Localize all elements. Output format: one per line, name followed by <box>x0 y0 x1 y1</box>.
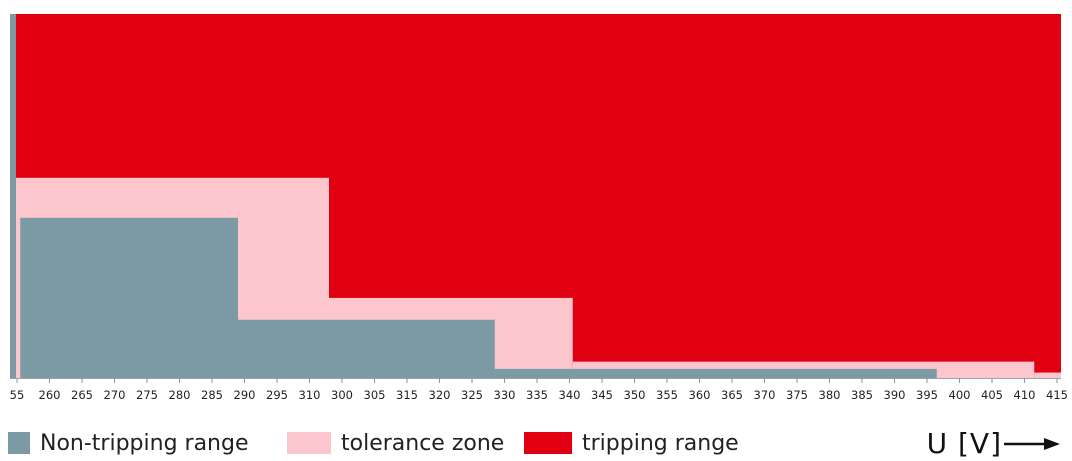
legend-swatch-tripping <box>524 432 572 454</box>
x-tick-label: 280 <box>169 388 191 402</box>
x-tick-label: 325 <box>461 388 483 402</box>
x-tick-label: 400 <box>949 388 971 402</box>
x-tick-label: 55 <box>10 388 25 402</box>
x-tick-label: 375 <box>786 388 808 402</box>
x-tick-label: 265 <box>71 388 93 402</box>
x-tick-label: 410 <box>1014 388 1036 402</box>
x-tick-label: 305 <box>364 388 386 402</box>
legend-label-tolerance: tolerance zone <box>341 430 505 456</box>
x-tick-label: 320 <box>429 388 451 402</box>
x-tick-label: 270 <box>104 388 126 402</box>
x-axis-ticks: 55 260 265 270 275 280 285 290 295 310 300 305 315 32… <box>10 378 1068 402</box>
axis-unit: U [V] <box>927 427 1060 460</box>
tolerance-zone-step <box>1034 372 1061 378</box>
x-tick-label: 390 <box>884 388 906 402</box>
x-tick-label: 260 <box>39 388 61 402</box>
legend-swatch-non-tripping <box>8 432 30 454</box>
legend-item-non-tripping: Non-tripping range <box>8 430 249 456</box>
legend-label-tripping: tripping range <box>582 430 739 456</box>
legend-swatch-tolerance <box>287 432 331 454</box>
x-tick-label: 310 <box>299 388 321 402</box>
x-tick-label: 295 <box>266 388 288 402</box>
x-tick-label: 405 <box>981 388 1003 402</box>
x-tick-label: 380 <box>819 388 841 402</box>
x-tick-label: 340 <box>559 388 581 402</box>
x-tick-label: 415 <box>1046 388 1068 402</box>
x-tick-label: 315 <box>396 388 418 402</box>
x-tick-label: 365 <box>721 388 743 402</box>
non-tripping-step <box>494 368 937 378</box>
x-tick-label: 300 <box>331 388 353 402</box>
non-tripping-step <box>238 319 495 378</box>
chart-areas <box>10 14 1061 378</box>
arrow-right-icon <box>1004 437 1060 450</box>
legend-label-non-tripping: Non-tripping range <box>40 430 249 456</box>
x-tick-label: 350 <box>624 388 646 402</box>
non-tripping-step <box>20 217 238 378</box>
x-tick-label: 335 <box>526 388 548 402</box>
x-tick-label: 285 <box>201 388 223 402</box>
x-tick-label: 360 <box>689 388 711 402</box>
legend-item-tolerance: tolerance zone <box>287 430 505 456</box>
legend-item-tripping: tripping range <box>524 430 739 456</box>
x-tick-label: 370 <box>754 388 776 402</box>
x-tick-label: 275 <box>136 388 158 402</box>
x-tick-label: 290 <box>234 388 256 402</box>
x-tick-label: 385 <box>851 388 873 402</box>
x-tick-label: 395 <box>916 388 938 402</box>
x-tick-label: 330 <box>494 388 516 402</box>
axis-unit-label: U [V] <box>926 427 1002 460</box>
x-tick-label: 345 <box>591 388 613 402</box>
chart-plot: 55 260 265 270 275 280 285 290 295 310 300 305 315 32… <box>10 14 1068 402</box>
non-tripping-step <box>10 14 16 378</box>
x-tick-label: 355 <box>656 388 678 402</box>
legend: Non-tripping range tolerance zone trippi… <box>0 426 1072 460</box>
